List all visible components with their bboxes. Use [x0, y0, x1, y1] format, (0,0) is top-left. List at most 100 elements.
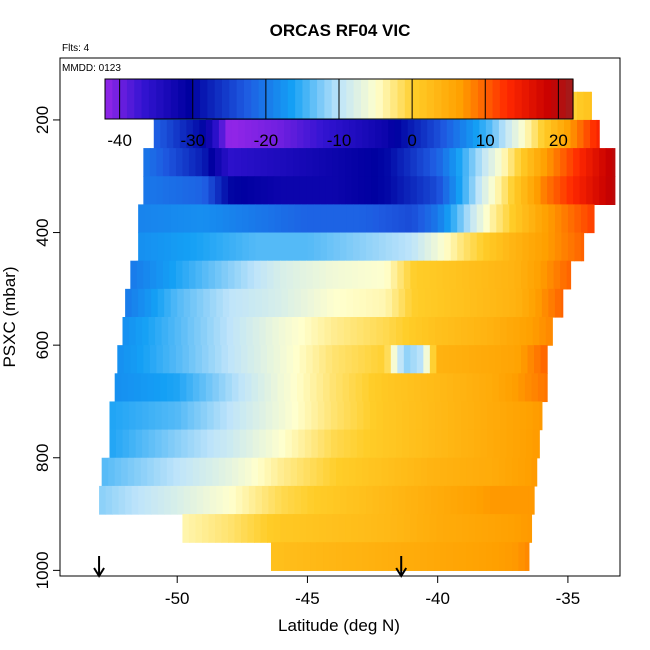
heatmap-cell	[194, 317, 202, 346]
heatmap-cell	[216, 232, 224, 262]
colorbar-swatch	[170, 79, 179, 119]
heatmap-cell	[190, 288, 198, 318]
heatmap-cell	[316, 119, 324, 149]
heatmap-cell	[195, 514, 203, 543]
heatmap-cell	[121, 373, 129, 403]
heatmap-cell	[427, 373, 435, 403]
heatmap-cell	[270, 542, 279, 571]
heatmap-cell	[242, 232, 250, 262]
heatmap-cell	[474, 429, 482, 459]
heatmap-cell	[264, 457, 272, 487]
heatmap-cell	[195, 148, 203, 177]
heatmap-cell	[160, 457, 168, 487]
heatmap-cell	[433, 119, 441, 149]
heatmap-cell	[355, 542, 363, 571]
heatmap-cell	[336, 457, 344, 487]
heatmap-cell	[532, 317, 540, 346]
heatmap-cell	[221, 148, 229, 177]
heatmap-cell	[272, 401, 280, 431]
heatmap-cell	[175, 260, 184, 290]
heatmap-cell	[290, 457, 298, 487]
heatmap-cell	[384, 148, 392, 177]
heatmap-cell	[410, 514, 418, 543]
heatmap-cell	[307, 232, 315, 262]
heatmap-cell	[218, 119, 226, 149]
heatmap-cell	[502, 232, 510, 262]
colorbar-swatch	[514, 79, 523, 119]
heatmap-cell	[418, 232, 426, 262]
heatmap-cell	[358, 260, 366, 290]
heatmap-cell	[286, 345, 294, 374]
heatmap-cell	[290, 119, 298, 149]
heatmap-cell	[416, 514, 424, 543]
heatmap-cell	[259, 429, 267, 459]
heatmap-cell	[310, 542, 318, 571]
heatmap-cell	[229, 288, 237, 318]
heatmap-cell	[518, 542, 526, 571]
colorbar-swatch	[265, 79, 274, 119]
heatmap-cell	[450, 232, 458, 262]
heatmap-cell	[143, 260, 151, 290]
heatmap-cell	[418, 485, 426, 515]
heatmap-cell	[177, 232, 185, 262]
heatmap-cell	[151, 288, 159, 318]
heatmap-cell	[442, 176, 450, 205]
heatmap-cell	[364, 176, 372, 205]
heatmap-cell	[573, 176, 581, 205]
heatmap-cell	[326, 288, 335, 318]
heatmap-cell	[234, 148, 242, 177]
colorbar-swatch	[463, 79, 472, 119]
heatmap-cell	[454, 317, 462, 346]
heatmap-cell	[149, 148, 157, 177]
heatmap-cell	[472, 457, 480, 487]
heatmap-cell	[467, 317, 475, 346]
heatmap-cell	[501, 148, 509, 177]
colorbar-swatch	[251, 79, 260, 119]
heatmap-cell	[195, 176, 203, 205]
heatmap-cell	[453, 119, 461, 149]
heatmap-cell	[522, 232, 530, 262]
heatmap-cell	[179, 119, 187, 149]
heatmap-cell	[372, 204, 380, 234]
heatmap-cell	[304, 429, 312, 459]
heatmap-cell	[505, 119, 513, 149]
heatmap-cell	[539, 401, 543, 431]
heatmap-cell	[450, 204, 458, 234]
colorbar-swatch	[112, 79, 121, 119]
heatmap-cell	[461, 317, 469, 346]
heatmap-cell	[221, 345, 229, 374]
heatmap-cell	[500, 401, 508, 431]
colorbar-swatch	[207, 79, 216, 119]
heatmap-cell	[254, 176, 262, 205]
heatmap-cell	[317, 317, 325, 346]
colorbar-swatch	[551, 79, 559, 119]
heatmap-cell	[284, 373, 292, 403]
heatmap-cell	[539, 317, 547, 346]
heatmap-cell	[392, 288, 400, 318]
heatmap-cell	[267, 176, 275, 205]
heatmap-cell	[188, 514, 197, 543]
heatmap-cell	[261, 485, 269, 515]
heatmap-row	[153, 119, 600, 149]
heatmap-cell	[142, 317, 150, 346]
heatmap-cell	[502, 204, 510, 234]
heatmap-cell	[376, 429, 384, 459]
heatmap-cell	[231, 373, 240, 403]
heatmap-cell	[324, 401, 332, 431]
heatmap-cell	[358, 345, 366, 374]
heatmap-cell	[446, 119, 454, 149]
heatmap-cell	[196, 232, 204, 262]
heatmap-cell	[291, 429, 299, 459]
heatmap-cell	[437, 288, 445, 318]
heatmap-cell	[515, 232, 523, 262]
heatmap-cell	[461, 429, 469, 459]
heatmap-cell	[392, 485, 400, 515]
heatmap-cell	[188, 345, 197, 374]
heatmap-cell	[255, 288, 263, 318]
heatmap-cell	[143, 148, 151, 177]
heatmap-cell	[481, 345, 490, 374]
heatmap-cell	[599, 148, 607, 177]
heatmap-cell	[384, 345, 392, 374]
heatmap-cell	[435, 401, 443, 431]
heatmap-cell	[319, 345, 327, 374]
